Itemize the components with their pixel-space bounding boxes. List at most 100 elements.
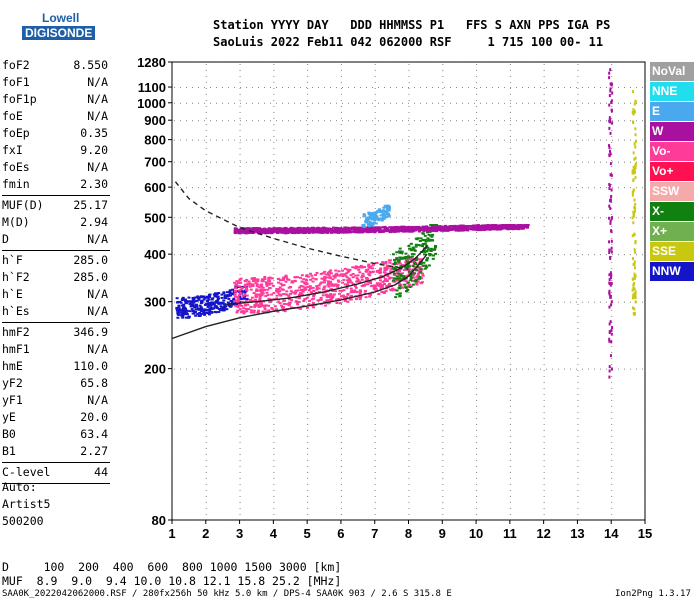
grid-dot: [307, 100, 309, 101]
data-point: [243, 293, 247, 296]
grid-dot: [611, 136, 613, 137]
grid-dot: [342, 139, 343, 141]
grid-dot: [366, 102, 367, 104]
grid-dot: [645, 484, 646, 485]
data-point: [465, 227, 469, 230]
data-point: [371, 263, 375, 266]
grid-dot: [408, 472, 410, 473]
grid-dot: [522, 102, 523, 104]
grid-dot: [543, 346, 545, 347]
grid-dot: [618, 87, 619, 89]
grid-dot: [408, 292, 410, 293]
grid-dot: [408, 161, 409, 163]
data-point: [364, 219, 368, 222]
grid-dot: [408, 244, 410, 245]
data-point: [263, 304, 267, 307]
data-point: [500, 227, 504, 230]
data-point: [369, 216, 373, 219]
grid-dot: [577, 514, 579, 515]
grid-dot: [543, 460, 545, 461]
data-point: [382, 292, 386, 295]
data-point: [295, 229, 299, 232]
data-point: [414, 245, 418, 248]
data-point: [243, 279, 247, 282]
grid-dot: [522, 120, 523, 122]
grid-dot: [312, 368, 313, 370]
data-point: [412, 253, 416, 256]
data-point: [255, 301, 259, 304]
grid-dot: [273, 490, 275, 491]
data-point: [175, 307, 179, 310]
data-point: [312, 289, 316, 292]
grid-dot: [645, 226, 646, 227]
data-point: [305, 306, 309, 309]
grid-dot: [312, 187, 313, 189]
grid-dot: [273, 436, 275, 437]
data-point: [356, 278, 360, 281]
grid-dot: [273, 160, 275, 161]
grid-dot: [630, 120, 631, 122]
data-point: [323, 300, 327, 303]
data-point: [429, 249, 433, 252]
grid-dot: [384, 187, 385, 189]
data-point: [330, 297, 334, 300]
grid-dot: [645, 298, 646, 299]
data-point: [333, 290, 337, 293]
data-point: [399, 229, 403, 232]
data-point: [452, 228, 456, 231]
data-point: [374, 212, 378, 215]
grid-dot: [330, 254, 331, 256]
data-point: [216, 299, 220, 302]
grid-dot: [618, 120, 619, 122]
grid-dot: [205, 178, 207, 179]
data-point: [264, 310, 268, 313]
grid-dot: [476, 412, 478, 413]
grid-dot: [384, 301, 385, 303]
data-point: [430, 235, 434, 238]
data-point: [419, 237, 423, 240]
data-point: [315, 228, 319, 231]
grid-dot: [216, 368, 217, 370]
data-point: [519, 224, 523, 227]
grid-dot: [509, 238, 511, 239]
data-point: [273, 305, 277, 308]
grid-dot: [239, 406, 241, 407]
grid-dot: [611, 262, 613, 263]
grid-dot: [564, 368, 565, 370]
data-point: [225, 308, 229, 311]
data-point: [236, 301, 240, 304]
data-point: [424, 264, 428, 267]
data-point: [243, 228, 247, 231]
grid-dot: [342, 254, 343, 256]
grid-dot: [252, 102, 253, 104]
grid-dot: [240, 187, 241, 189]
grid-dot: [492, 368, 493, 370]
grid-dot: [486, 187, 487, 189]
data-point: [213, 295, 217, 298]
data-point: [300, 280, 304, 283]
grid-dot: [273, 262, 275, 263]
grid-dot: [239, 250, 241, 251]
grid-dot: [480, 139, 481, 141]
grid-dot: [307, 244, 309, 245]
grid-dot: [543, 352, 545, 353]
grid-dot: [426, 139, 427, 141]
data-point: [312, 293, 316, 296]
data-point: [247, 308, 251, 311]
grid-dot: [570, 87, 571, 89]
data-point: [194, 314, 198, 317]
grid-dot: [172, 388, 173, 389]
grid-dot: [408, 196, 410, 197]
grid-dot: [258, 187, 259, 189]
grid-dot: [205, 88, 207, 89]
grid-dot: [522, 301, 523, 303]
grid-dot: [516, 87, 517, 89]
data-point: [483, 225, 487, 228]
grid-dot: [438, 161, 439, 163]
data-point: [418, 230, 422, 233]
data-point: [389, 276, 393, 279]
grid-dot: [340, 394, 342, 395]
grid-dot: [205, 142, 207, 143]
data-point: [421, 274, 425, 277]
grid-dot: [456, 254, 457, 256]
